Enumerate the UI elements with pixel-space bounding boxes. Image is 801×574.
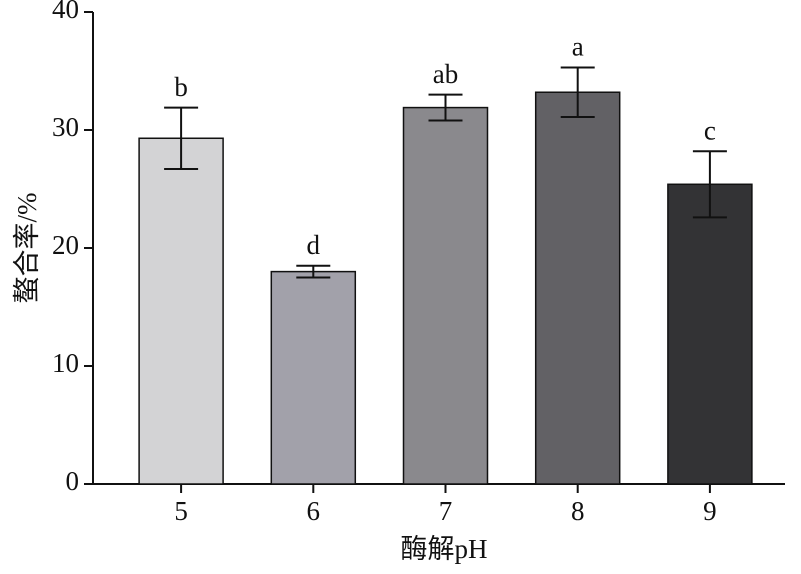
significance-label: ab — [433, 59, 458, 89]
bar — [270, 270, 357, 485]
y-axis-label: 螯合率/% — [12, 193, 42, 304]
y-tick-label: 20 — [52, 230, 79, 260]
x-tick-label: 8 — [571, 496, 585, 526]
x-tick-label: 7 — [439, 496, 453, 526]
y-tick-label: 40 — [52, 0, 79, 24]
y-tick-label: 10 — [52, 348, 79, 378]
error-bar — [560, 66, 595, 119]
significance-label: d — [307, 230, 321, 260]
bar — [138, 137, 224, 485]
bar — [534, 91, 621, 485]
error-bar — [164, 106, 199, 170]
significance-label: a — [572, 32, 584, 62]
x-tick-label: 6 — [307, 496, 321, 526]
error-bar — [296, 264, 331, 279]
y-tick-label: 30 — [52, 112, 79, 142]
bar — [402, 106, 489, 485]
x-axis-label: 酶解pH — [401, 534, 488, 564]
x-tick-label: 9 — [703, 496, 717, 526]
bar — [667, 183, 753, 485]
y-tick-label: 0 — [66, 466, 80, 496]
x-tick-label: 5 — [174, 496, 188, 526]
error-bar — [428, 93, 463, 122]
error-bar — [692, 150, 727, 219]
significance-label: b — [174, 72, 188, 102]
significance-label: c — [704, 115, 716, 145]
